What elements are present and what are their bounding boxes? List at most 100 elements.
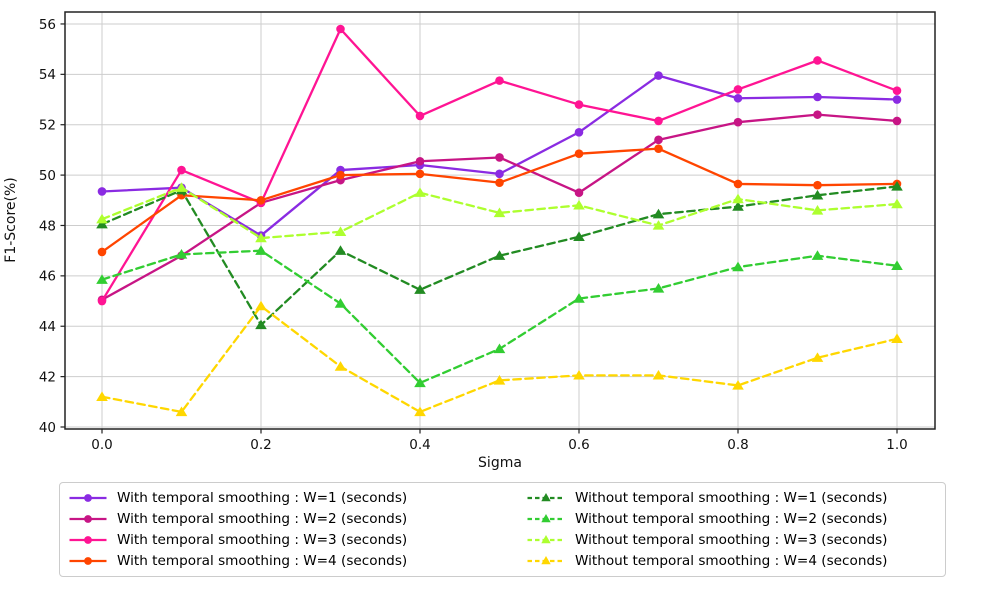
data-point-with-w3 bbox=[574, 100, 584, 109]
data-point-without-w2 bbox=[334, 298, 347, 308]
y-tick-label: 48 bbox=[39, 218, 56, 234]
data-point-without-w1 bbox=[811, 189, 824, 200]
data-point-with-w2 bbox=[813, 110, 822, 119]
legend: With temporal smoothing : W=1 (seconds) W… bbox=[59, 482, 946, 577]
series-line-without-w3 bbox=[100, 186, 899, 240]
data-point-without-w1 bbox=[493, 250, 506, 260]
plot-border bbox=[64, 11, 936, 430]
data-point-with-w3 bbox=[177, 165, 186, 175]
line-chart: 0.0 0.2 0.4 0.6 0.8 1.0 40 42 44 46 48 50 52 54 56 Sig… bbox=[3, 11, 936, 471]
data-point-with-w3 bbox=[654, 116, 663, 126]
grid-lines bbox=[65, 12, 935, 429]
data-point-with-w4 bbox=[574, 149, 584, 158]
data-point-without-w2 bbox=[891, 260, 903, 270]
data-point-without-w4 bbox=[414, 406, 426, 417]
data-point-without-w3 bbox=[175, 182, 188, 192]
data-point-without-w3 bbox=[493, 207, 506, 218]
y-tick-label: 56 bbox=[39, 17, 56, 33]
legend-line-sample-with-w4 bbox=[69, 557, 107, 566]
data-point-without-w4 bbox=[493, 374, 506, 385]
data-point-without-w3 bbox=[255, 232, 267, 243]
data-point-with-w4 bbox=[256, 195, 266, 205]
series-line-with-w2 bbox=[100, 113, 899, 301]
data-point-without-w4 bbox=[96, 391, 108, 401]
data-point-without-w1 bbox=[573, 231, 585, 242]
data-point-without-w3 bbox=[96, 213, 108, 224]
data-point-with-w4 bbox=[336, 170, 345, 180]
data-point-with-w4 bbox=[654, 144, 663, 153]
data-point-without-w1 bbox=[652, 208, 665, 219]
data-point-without-w2 bbox=[255, 245, 267, 255]
data-point-without-w4 bbox=[175, 406, 188, 417]
data-point-with-w3 bbox=[495, 76, 504, 85]
data-point-with-w2 bbox=[892, 116, 902, 126]
x-tick-label: 1.0 bbox=[886, 437, 907, 453]
legend-line-sample-with-w1 bbox=[69, 493, 107, 502]
x-tick-label: 0.6 bbox=[568, 437, 589, 453]
legend-item-with-w1: With temporal smoothing : W=1 (seconds) bbox=[68, 487, 526, 508]
data-point-with-w4 bbox=[813, 180, 822, 190]
legend-line-sample-without-w4 bbox=[527, 556, 565, 565]
legend-sample-marker bbox=[541, 535, 551, 544]
series-line-without-w4 bbox=[100, 304, 899, 414]
data-point-without-w3 bbox=[811, 204, 824, 215]
legend-label-with-w2: With temporal smoothing : W=2 (seconds) bbox=[117, 510, 408, 527]
axis-ticks bbox=[60, 23, 898, 434]
data-point-without-w2 bbox=[414, 377, 426, 388]
data-point-without-w3 bbox=[732, 193, 744, 204]
data-point-with-w3 bbox=[336, 24, 345, 34]
legend-sample-marker bbox=[541, 556, 551, 565]
data-point-without-w3 bbox=[652, 220, 665, 230]
data-point-with-w3 bbox=[415, 111, 425, 121]
data-point-with-w2 bbox=[733, 117, 743, 127]
legend-label-with-w1: With temporal smoothing : W=1 (seconds) bbox=[117, 489, 408, 506]
legend-item-without-w3: Without temporal smoothing : W=3 (second… bbox=[526, 530, 941, 551]
data-point-without-w3 bbox=[573, 199, 585, 210]
data-point-without-w1 bbox=[255, 319, 267, 330]
series-line-with-w3 bbox=[100, 27, 899, 303]
data-point-with-w1 bbox=[654, 71, 663, 80]
legend-sample-marker bbox=[541, 513, 551, 523]
data-point-without-w4 bbox=[255, 300, 267, 311]
data-point-without-w2 bbox=[732, 261, 744, 272]
y-tick-label: 50 bbox=[39, 168, 56, 184]
data-point-without-w2 bbox=[175, 249, 188, 259]
data-point-with-w2 bbox=[415, 156, 425, 166]
data-point-without-w1 bbox=[334, 245, 347, 255]
y-tick-label: 42 bbox=[39, 369, 56, 385]
legend-item-without-w4: Without temporal smoothing : W=4 (second… bbox=[526, 551, 941, 572]
data-point-with-w4 bbox=[495, 178, 504, 187]
data-point-with-w3 bbox=[813, 56, 822, 65]
data-point-without-w2 bbox=[573, 293, 585, 303]
data-point-with-w3 bbox=[892, 86, 902, 96]
y-tick-label: 46 bbox=[39, 269, 56, 285]
y-tick-label: 54 bbox=[39, 67, 56, 83]
data-point-with-w3 bbox=[733, 85, 743, 94]
x-axis-label: Sigma bbox=[478, 455, 522, 471]
legend-sample-marker bbox=[84, 514, 92, 523]
y-tick-label: 44 bbox=[39, 319, 56, 335]
y-tick-label: 40 bbox=[39, 420, 56, 436]
legend-line-sample-with-w2 bbox=[69, 514, 107, 523]
data-point-without-w4 bbox=[891, 333, 903, 344]
legend-sample-marker bbox=[84, 493, 92, 502]
data-point-with-w4 bbox=[733, 179, 743, 189]
legend-sample-marker bbox=[84, 557, 92, 566]
legend-label-with-w4: With temporal smoothing : W=4 (seconds) bbox=[117, 553, 408, 570]
data-point-without-w2 bbox=[493, 343, 506, 354]
data-point-without-w4 bbox=[652, 369, 665, 380]
legend-line-sample-with-w3 bbox=[69, 536, 107, 545]
data-series bbox=[96, 24, 903, 417]
data-point-without-w2 bbox=[652, 283, 665, 293]
series-line-without-w2 bbox=[100, 249, 899, 385]
data-point-without-w4 bbox=[334, 361, 347, 371]
x-tick-label: 0.0 bbox=[91, 437, 112, 453]
data-point-without-w3 bbox=[414, 187, 426, 197]
legend-label-without-w2: Without temporal smoothing : W=2 (second… bbox=[575, 510, 888, 527]
data-point-with-w2 bbox=[574, 188, 584, 198]
data-point-with-w1 bbox=[97, 187, 107, 196]
legend-label-without-w1: Without temporal smoothing : W=1 (second… bbox=[575, 489, 888, 506]
data-point-with-w1 bbox=[813, 92, 822, 102]
data-point-without-w4 bbox=[573, 369, 585, 380]
